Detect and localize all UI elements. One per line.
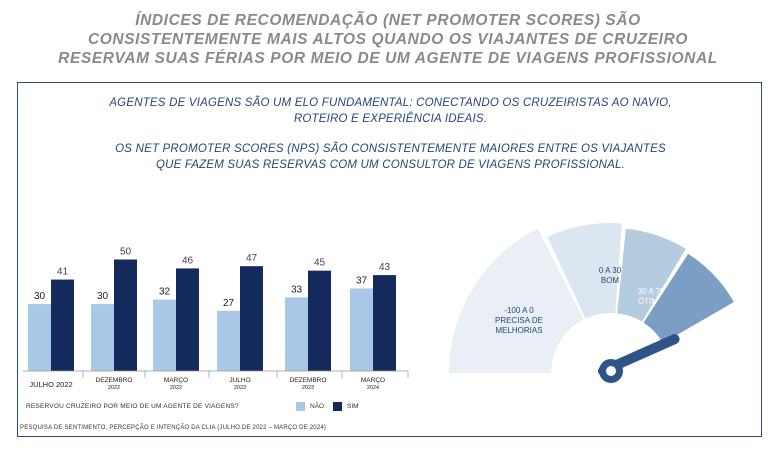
x-tick-label-year: 2023	[302, 385, 314, 391]
bar-nao	[91, 304, 114, 371]
gauge-segment-label: EXCELENTE	[675, 346, 723, 355]
bar-nao	[153, 299, 176, 371]
gauge-segment-range: 0 A 30	[599, 266, 622, 275]
gauge-segment-range: 30 A 70	[638, 287, 665, 296]
x-tick-label: JULHO	[229, 377, 250, 384]
source-note: PESQUISA DE SENTIMENTO, PERCEPÇÃO E INTE…	[20, 425, 327, 431]
bar-sim	[240, 266, 263, 371]
bar-sim-value: 46	[182, 255, 194, 266]
bar-sim-value: 45	[314, 258, 326, 269]
gauge-segment	[547, 222, 622, 319]
gauge-segment	[643, 253, 734, 343]
x-tick-label-year: 2022	[108, 385, 120, 391]
legend-nao-label: NÃO	[310, 403, 325, 410]
x-tick-label: MARÇO	[361, 377, 385, 384]
legend-nao: NÃO	[296, 402, 324, 411]
bar-nao-value: 33	[291, 284, 303, 295]
bar-nao-value: 30	[34, 291, 46, 302]
bar-nao	[285, 297, 308, 371]
x-tick-label-year: 2023	[234, 385, 246, 391]
bar-sim-value: 41	[57, 267, 69, 278]
bar-nao-value: 37	[356, 275, 368, 286]
bar-sim-value: 50	[120, 247, 132, 258]
x-tick-label: DEZEMBRO	[290, 377, 327, 384]
page-title: ÍNDICES DE RECOMENDAÇÃO (NET PROMOTER SC…	[58, 12, 718, 67]
x-tick-label-year: 2024	[367, 385, 379, 391]
gauge-segment-range: 70 A 100	[683, 336, 715, 345]
x-tick-label: DEZEMBRO	[96, 377, 133, 384]
bar-nao	[28, 304, 51, 371]
legend-nao-swatch	[296, 402, 305, 411]
panel-subtitle-1: AGENTES DE VIAGENS SÃO UM ELO FUNDAMENTA…	[109, 97, 672, 125]
bar-sim	[308, 270, 331, 371]
bar-sim-value: 43	[379, 262, 391, 273]
bar-nao	[217, 310, 240, 371]
gauge-segment	[449, 228, 584, 373]
gauge-segment-label: ÓTIMO	[638, 297, 664, 306]
legend-sim: SIM	[333, 402, 359, 411]
bar-sim	[114, 259, 137, 371]
gauge-segment-label: MELHORIAS	[495, 326, 542, 335]
x-tick-label-year: 2022	[170, 385, 182, 391]
gauge-hub-center	[604, 364, 618, 378]
legend-sim-swatch	[333, 402, 342, 411]
legend-sim-label: SIM	[347, 403, 359, 410]
chart-panel: AGENTES DE VIAGENS SÃO UM ELO FUNDAMENTA…	[17, 82, 762, 437]
bar-nao-value: 27	[223, 298, 235, 309]
gauge-segment-range: -100 A 0	[504, 306, 534, 315]
gauge-segment	[617, 228, 686, 322]
x-tick-label: MARÇO	[164, 377, 188, 384]
bar-nao	[350, 288, 373, 371]
bar-sim	[51, 279, 74, 371]
x-tick-label: JULHO 2022	[29, 380, 72, 389]
bar-nao-value: 30	[97, 291, 109, 302]
legend-question: RESERVOU CRUZEIRO POR MEIO DE UM AGENTE …	[26, 403, 239, 410]
bar-sim	[176, 268, 199, 371]
bar-sim	[373, 275, 396, 371]
bar-nao-value: 32	[159, 287, 171, 298]
gauge-segment-label: PRECISA DE	[495, 316, 543, 325]
panel-subtitle-2: OS NET PROMOTER SCORES (NPS) SÃO CONSIST…	[115, 143, 666, 171]
gauge-segment-label: BOM	[601, 276, 620, 285]
bar-sim-value: 47	[246, 253, 258, 264]
